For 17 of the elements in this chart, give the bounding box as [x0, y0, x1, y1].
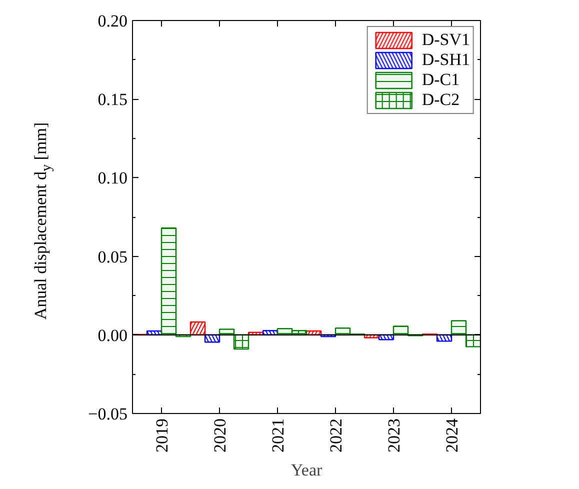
x-tick-label: 2024	[442, 418, 462, 452]
legend-label: D-SV1	[422, 30, 470, 50]
y-tick-label: 0.10	[98, 168, 128, 188]
x-tick-label: 2021	[268, 418, 288, 452]
y-tick-label: 0.00	[98, 326, 128, 345]
legend-label: D-SH1	[422, 50, 470, 70]
legend-label: D-C2	[422, 90, 460, 110]
y-tick-label: 0.20	[98, 12, 128, 30]
x-tick-label: 2022	[326, 418, 346, 452]
x-tick-label: 2019	[152, 418, 172, 452]
legend-label: D-C1	[422, 70, 460, 90]
x-axis-title: Year	[290, 460, 322, 480]
y-tick-label: 0.05	[98, 247, 128, 266]
x-tick-label: 2020	[210, 418, 230, 452]
y-tick-label: 0.15	[98, 90, 128, 110]
x-tick-label: 2023	[384, 418, 404, 452]
y-tick-label: −0.05	[88, 404, 128, 424]
